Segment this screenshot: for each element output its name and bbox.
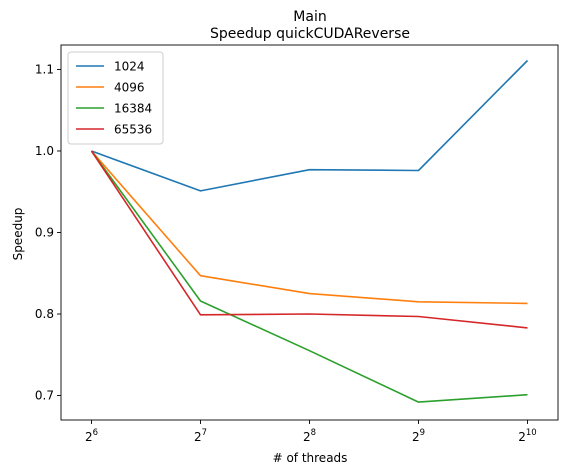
x-tick-base: 2 xyxy=(303,430,311,444)
series-line-4096 xyxy=(90,150,528,305)
x-tick-base: 2 xyxy=(85,430,93,444)
legend-label: 1024 xyxy=(114,60,145,74)
x-tick-label: 29 xyxy=(412,428,425,444)
legend-label: 4096 xyxy=(114,81,145,95)
x-tick-label: 26 xyxy=(85,428,98,444)
x-tick-label: 28 xyxy=(303,428,316,444)
y-tick-label: 0.9 xyxy=(35,226,54,240)
y-tick-label: 1.1 xyxy=(35,62,54,76)
x-tick-exponent: 9 xyxy=(420,428,425,438)
legend: 1024 4096 16384 65536 xyxy=(67,51,164,145)
plot-area: 0.70.80.91.01.126 27 28 29 210 xyxy=(35,59,537,444)
x-tick-exponent: 8 xyxy=(311,428,316,438)
x-tick-exponent: 6 xyxy=(93,428,98,438)
legend-box xyxy=(67,51,164,145)
x-tick-exponent: 10 xyxy=(526,428,537,438)
chart-subtitle: Speedup quickCUDAReverse xyxy=(210,26,410,42)
x-tick-base: 2 xyxy=(518,430,526,444)
x-axis-label: # of threads xyxy=(273,451,348,465)
series-line-65536 xyxy=(90,150,528,329)
y-tick-label: 0.7 xyxy=(35,389,54,403)
plot-frame xyxy=(60,44,559,421)
x-tick-base: 2 xyxy=(412,430,420,444)
legend-label: 65536 xyxy=(114,123,152,137)
y-tick-label: 1.0 xyxy=(35,144,54,158)
y-axis-label: Speedup xyxy=(11,208,25,261)
x-tick-base: 2 xyxy=(194,430,202,444)
x-tick-exponent: 7 xyxy=(202,428,207,438)
series-line-16384 xyxy=(90,150,528,403)
y-tick-label: 0.8 xyxy=(35,307,54,321)
series-line-1024 xyxy=(91,59,529,192)
x-tick-label: 27 xyxy=(194,428,207,444)
chart-title: Main xyxy=(293,9,326,25)
x-tick-label: 210 xyxy=(518,428,536,444)
legend-label: 16384 xyxy=(114,102,152,116)
